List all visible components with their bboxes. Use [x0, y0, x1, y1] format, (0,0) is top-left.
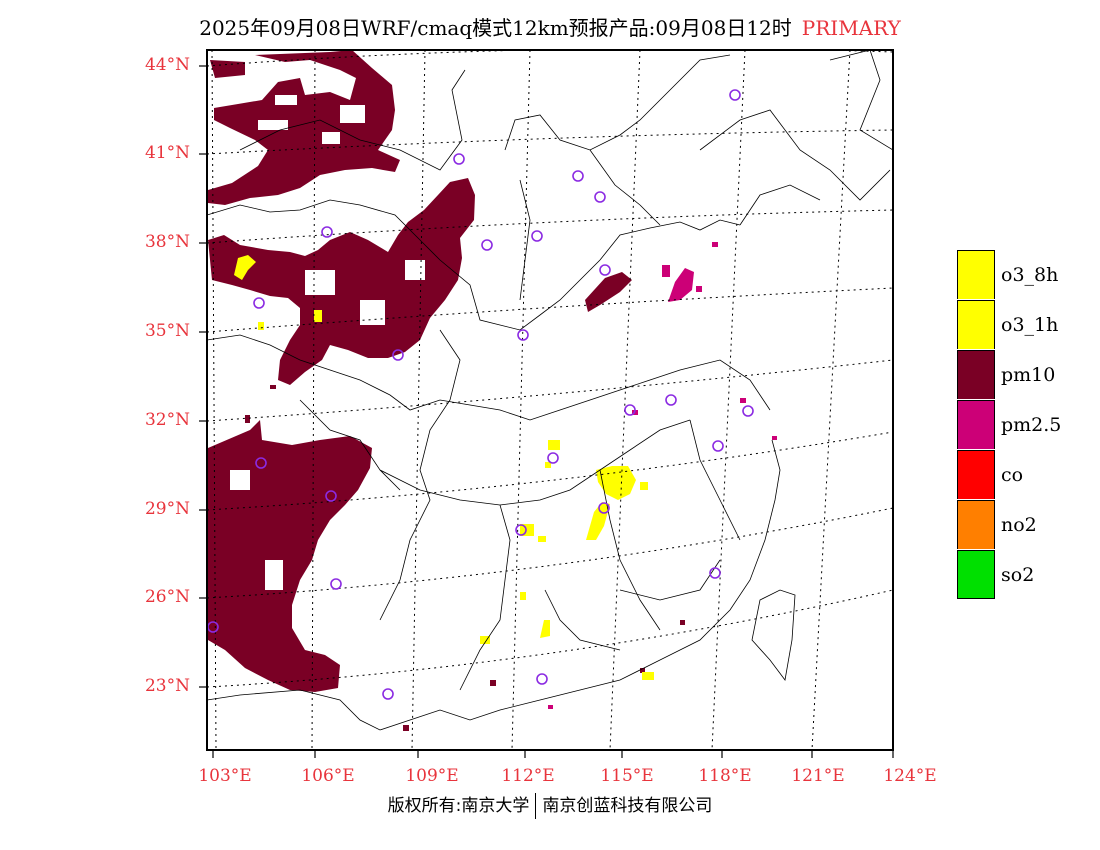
lon-label-115: 115°E [600, 766, 654, 786]
legend-item-pm10: pm10 [957, 350, 1097, 400]
lon-label-118: 118°E [698, 766, 752, 786]
legend-swatch [957, 400, 995, 449]
station-marker [536, 673, 548, 685]
legend-swatch [957, 550, 995, 599]
legend-swatch [957, 300, 995, 349]
title-text: 2025年09月08日WRF/cmaq模式12km预报产品:09月08日12时 [199, 16, 792, 40]
lat-label-23: 23°N [144, 676, 190, 696]
station-marker [255, 457, 267, 469]
legend-item-o3-8h: o3_8h [957, 250, 1097, 300]
legend-swatch [957, 350, 995, 399]
station-marker [665, 394, 677, 406]
legend-label: so2 [1001, 564, 1035, 586]
station-marker [382, 688, 394, 700]
station-marker [253, 297, 265, 309]
legend-item-so2: so2 [957, 550, 1097, 600]
station-marker [531, 230, 543, 242]
station-marker [572, 170, 584, 182]
lat-label-41: 41°N [144, 143, 190, 163]
station-marker [453, 153, 465, 165]
map-title: 2025年09月08日WRF/cmaq模式12km预报产品:09月08日12时 P… [0, 12, 1100, 41]
pm10-patches [245, 272, 685, 731]
station-marker [599, 264, 611, 276]
station-marker [481, 239, 493, 251]
station-marker [547, 452, 559, 464]
station-marker [709, 567, 721, 579]
primary-tag: PRIMARY [801, 16, 901, 40]
legend-item-co: co [957, 450, 1097, 500]
station-markers [207, 89, 754, 700]
pollutant-legend: o3_8h o3_1h pm10 pm2.5 co no2 so2 [957, 250, 1097, 600]
lon-label-109: 109°E [405, 766, 459, 786]
copyright-divider [535, 793, 537, 819]
pm25-region [548, 242, 777, 709]
legend-swatch [957, 450, 995, 499]
province-boundaries [207, 50, 893, 731]
legend-swatch [957, 500, 995, 549]
map-frame [206, 49, 894, 751]
legend-item-no2: no2 [957, 500, 1097, 550]
station-marker [392, 349, 404, 361]
legend-label: o3_8h [1001, 264, 1059, 286]
lat-label-44: 44°N [144, 55, 190, 75]
station-marker [517, 329, 529, 341]
lon-label-106: 106°E [301, 766, 355, 786]
station-marker [598, 502, 610, 514]
legend-item-o3-1h: o3_1h [957, 300, 1097, 350]
lat-label-35: 35°N [144, 321, 190, 341]
axis-ticks [199, 65, 894, 758]
legend-label: o3_1h [1001, 314, 1059, 336]
station-marker [729, 89, 741, 101]
station-marker [624, 404, 636, 416]
lon-label-103: 103°E [198, 766, 252, 786]
lat-label-32: 32°N [144, 410, 190, 430]
o3-region [234, 255, 654, 680]
pm10-gaps [230, 95, 425, 590]
legend-swatch [957, 250, 995, 299]
station-marker [330, 578, 342, 590]
lat-label-38: 38°N [144, 232, 190, 252]
lon-label-112: 112°E [501, 766, 555, 786]
station-marker [321, 226, 333, 238]
station-marker [594, 191, 606, 203]
legend-label: no2 [1001, 514, 1037, 536]
legend-label: co [1001, 464, 1024, 486]
station-marker [742, 405, 754, 417]
copyright-left: 版权所有:南京大学 [387, 796, 530, 816]
station-marker [325, 490, 337, 502]
lat-label-26: 26°N [144, 587, 190, 607]
copyright-right: 南京创蓝科技有限公司 [542, 796, 713, 816]
lat-label-29: 29°N [144, 499, 190, 519]
lon-label-124: 124°E [883, 766, 937, 786]
station-marker [515, 524, 527, 536]
legend-item-pm25: pm2.5 [957, 400, 1097, 450]
lon-label-121: 121°E [791, 766, 845, 786]
legend-label: pm2.5 [1001, 414, 1062, 436]
copyright-notice: 版权所有:南京大学 南京创蓝科技有限公司 [0, 791, 1100, 819]
legend-label: pm10 [1001, 364, 1056, 386]
station-marker [712, 440, 724, 452]
